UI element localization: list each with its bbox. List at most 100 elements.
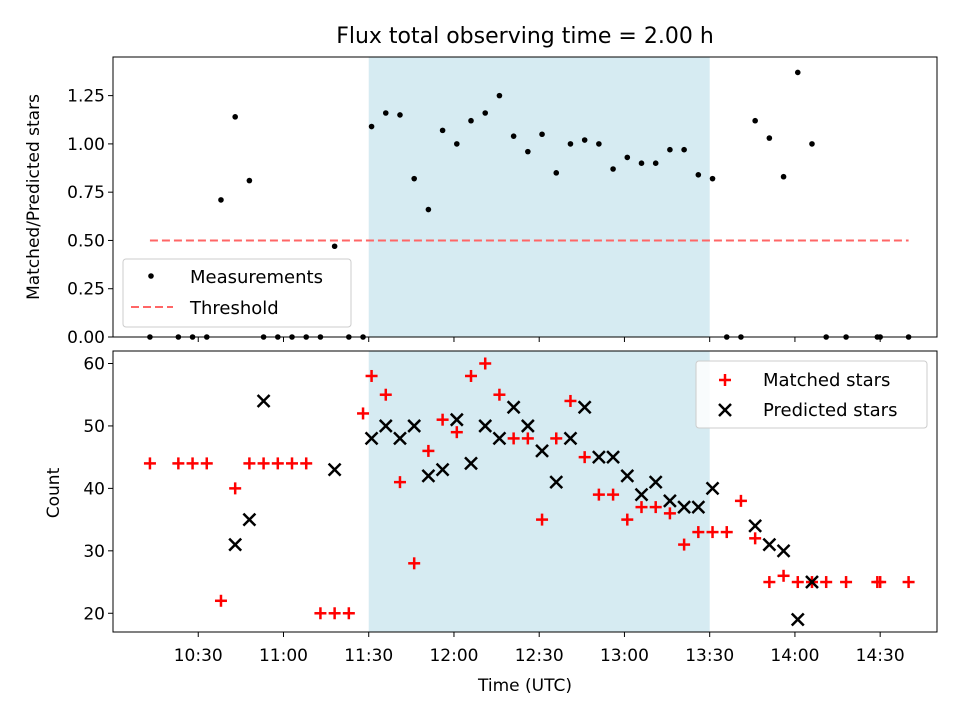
matched-star-point — [450, 426, 463, 439]
y-tick-label: 0.25 — [67, 280, 105, 300]
matched-star-point — [186, 457, 199, 470]
predicted-star-point — [435, 462, 450, 477]
legend-predicted-label: Predicted stars — [763, 400, 897, 421]
ratio-plot-frame — [112, 56, 938, 338]
matched-star-point — [840, 576, 853, 589]
measurement-point — [652, 160, 659, 167]
predicted-star-point — [449, 412, 464, 427]
matched-star-point — [777, 569, 790, 582]
predicted-star-point — [506, 400, 521, 415]
predicted-star-point — [520, 419, 535, 433]
measurement-point — [482, 110, 489, 116]
predicted-star-point — [648, 475, 663, 490]
legend-measurements-label: Measurements — [190, 267, 323, 288]
matched-star-point — [229, 482, 242, 495]
predicted-star-point — [242, 512, 257, 527]
matched-star-point — [243, 457, 256, 470]
predicted-star-point — [549, 475, 564, 490]
matched-star-point — [465, 369, 478, 382]
measurement-point — [809, 141, 815, 147]
ratio-panel: 0.00 0.25 0.50 0.75 1.00 1.25 Flux total obse… — [24, 24, 938, 348]
matched-star-point — [902, 576, 915, 589]
x-tick-label: 12:00 — [429, 646, 478, 666]
predicted-star-point — [762, 537, 777, 552]
predicted-star-point — [634, 487, 649, 502]
measurement-point — [681, 146, 687, 153]
predicted-stars-points — [228, 394, 819, 627]
predicted-star-point — [407, 419, 422, 433]
predicted-star-point — [256, 394, 271, 408]
predicted-star-point — [691, 500, 706, 514]
predicted-star-point — [478, 419, 493, 433]
measurement-point — [425, 206, 432, 213]
chart-title: Flux total observing time = 2.00 h — [336, 24, 714, 49]
legend-threshold-label: Threshold — [189, 298, 279, 319]
legend-measurements-marker — [148, 273, 154, 279]
legend-matched-label: Matched stars — [763, 370, 890, 391]
matched-star-point — [706, 526, 719, 539]
predicted-star-point — [378, 419, 393, 433]
measurement-point — [439, 127, 446, 134]
y-tick-label: 0.75 — [67, 183, 105, 203]
matched-star-point — [621, 513, 634, 526]
matched-star-point — [342, 607, 355, 620]
x-tick-label: 11:00 — [259, 646, 308, 666]
measurement-point — [382, 110, 389, 116]
predicted-star-point — [591, 450, 606, 465]
matched-star-point — [328, 607, 341, 620]
matched-star-point — [536, 513, 549, 526]
ratio-legend: Measurements Threshold — [122, 258, 352, 328]
predicted-star-point — [776, 543, 791, 558]
measurement-point — [454, 141, 460, 147]
y-tick-label: 0.00 — [67, 328, 105, 348]
measurement-point — [368, 123, 375, 130]
x-tick-label: 14:30 — [856, 646, 905, 666]
predicted-star-point — [421, 469, 436, 483]
measurement-point — [667, 146, 673, 153]
matched-star-point — [578, 451, 591, 464]
y-tick-label: 20 — [83, 604, 105, 624]
matched-star-point — [734, 494, 747, 507]
predicted-star-point — [805, 575, 819, 589]
matched-star-point — [143, 457, 156, 470]
predicted-star-point — [327, 462, 342, 477]
measurement-point — [246, 177, 253, 184]
measurement-point — [411, 175, 417, 182]
measurement-point — [596, 141, 602, 147]
matched-star-point — [379, 388, 392, 401]
measurement-point — [567, 141, 574, 147]
measurement-point — [638, 160, 645, 167]
measurement-point — [331, 243, 338, 250]
matched-star-point — [720, 526, 733, 539]
legend-matched-marker — [719, 374, 731, 386]
matched-star-point — [607, 488, 620, 501]
matched-star-point — [300, 457, 313, 470]
measurement-point — [539, 131, 545, 138]
predicted-star-point — [577, 400, 592, 415]
predicted-star-point — [606, 450, 620, 465]
count-plot-frame — [112, 350, 938, 633]
matched-star-point — [479, 357, 492, 370]
predicted-star-point — [393, 431, 407, 446]
count-x-axis: 10:30 11:00 11:30 12:00 12:30 13:00 13:30 14:00… — [174, 632, 905, 666]
measurement-point — [232, 114, 238, 120]
x-tick-label: 14:00 — [770, 646, 819, 666]
ratio-legend-box — [122, 258, 352, 328]
y-tick-label: 0.50 — [67, 231, 105, 251]
measurement-point — [218, 197, 224, 203]
legend-predicted-marker — [718, 403, 732, 417]
matched-star-point — [393, 476, 406, 489]
predicted-star-point — [620, 469, 635, 483]
measurement-point — [766, 135, 773, 141]
y-tick-label: 60 — [83, 354, 105, 374]
ratio-y-axis: 0.00 0.25 0.50 0.75 1.00 1.25 — [67, 87, 113, 348]
x-tick-label: 10:30 — [174, 646, 223, 666]
matched-star-point — [200, 457, 213, 470]
count-x-axis-label: Time (UTC) — [477, 676, 572, 696]
matched-stars-points — [143, 357, 915, 620]
matched-star-point — [521, 432, 534, 445]
matched-star-point — [286, 457, 299, 470]
measurement-point — [525, 148, 531, 155]
y-tick-label: 1.00 — [67, 135, 105, 155]
